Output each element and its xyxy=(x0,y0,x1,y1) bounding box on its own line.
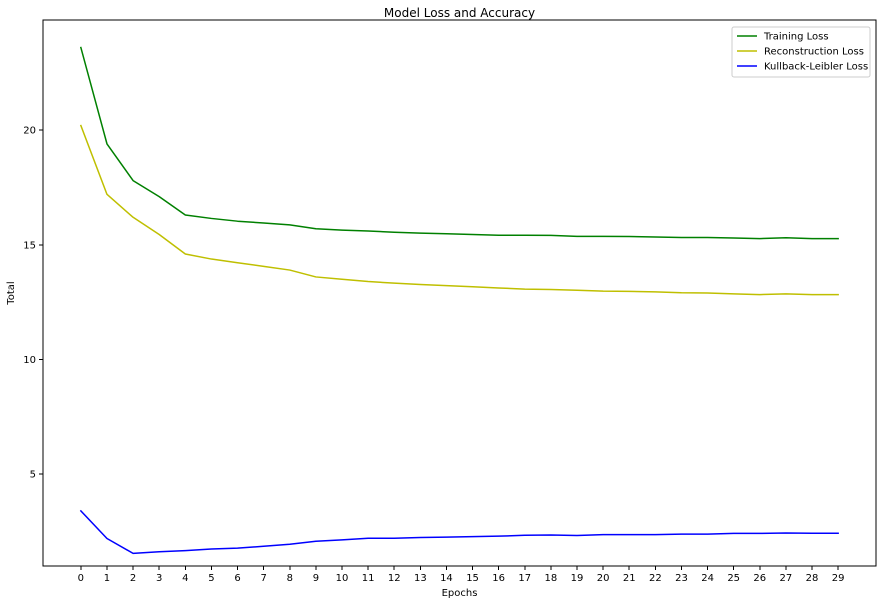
y-axis-ticks: 5 10 15 20 xyxy=(23,126,43,481)
y-tick-label: 20 xyxy=(23,126,36,137)
x-axis-ticks: 0 1 2 3 4 5 6 7 8 9 10 11 12 13 14 15 16 17 18 19 20 21 22 23 24… xyxy=(78,566,845,584)
x-tick-label: 3 xyxy=(156,573,162,584)
x-tick-label: 11 xyxy=(362,573,375,584)
x-axis-label: Epochs xyxy=(442,588,478,599)
x-tick-label: 16 xyxy=(492,573,505,584)
x-tick-label: 24 xyxy=(701,573,714,584)
x-tick-label: 7 xyxy=(260,573,266,584)
series-layer xyxy=(79,46,839,555)
x-tick-label: 22 xyxy=(649,573,662,584)
x-tick-label: 18 xyxy=(545,573,558,584)
x-tick-label: 15 xyxy=(466,573,479,584)
x-tick-label: 23 xyxy=(675,573,688,584)
x-tick-label: 19 xyxy=(571,573,584,584)
legend-entry-label: Reconstruction Loss xyxy=(764,47,864,58)
y-axis-label: Total xyxy=(6,281,17,305)
x-tick-label: 8 xyxy=(287,573,293,584)
y-tick-label: 5 xyxy=(30,470,36,481)
series-line-training-loss xyxy=(79,46,839,240)
plot-area-frame xyxy=(42,19,877,567)
x-tick-label: 29 xyxy=(832,573,845,584)
x-tick-label: 12 xyxy=(388,573,401,584)
series-line-kullback-leibler-loss xyxy=(79,509,839,555)
x-tick-label: 21 xyxy=(623,573,636,584)
x-tick-label: 28 xyxy=(806,573,819,584)
y-tick-label: 10 xyxy=(23,355,36,366)
x-tick-label: 17 xyxy=(518,573,531,584)
legend: Training Loss Reconstruction Loss Kullback… xyxy=(731,26,871,78)
x-tick-label: 1 xyxy=(104,573,110,584)
x-tick-label: 4 xyxy=(182,573,188,584)
chart-title: Model Loss and Accuracy xyxy=(384,6,535,20)
legend-entry-label: Training Loss xyxy=(763,32,829,43)
x-tick-label: 10 xyxy=(336,573,349,584)
x-tick-label: 20 xyxy=(597,573,610,584)
x-tick-label: 25 xyxy=(727,573,740,584)
x-tick-label: 2 xyxy=(130,573,136,584)
y-tick-label: 15 xyxy=(23,240,36,251)
x-tick-label: 13 xyxy=(414,573,427,584)
x-tick-label: 5 xyxy=(208,573,214,584)
x-tick-label: 27 xyxy=(780,573,793,584)
legend-box xyxy=(731,26,871,78)
x-tick-label: 14 xyxy=(440,573,453,584)
x-tick-label: 9 xyxy=(313,573,319,584)
legend-entry-label: Kullback-Leibler Loss xyxy=(764,62,868,73)
series-line-reconstruction-loss xyxy=(79,124,839,296)
x-tick-label: 26 xyxy=(753,573,766,584)
x-tick-label: 0 xyxy=(78,573,84,584)
x-tick-label: 6 xyxy=(234,573,240,584)
